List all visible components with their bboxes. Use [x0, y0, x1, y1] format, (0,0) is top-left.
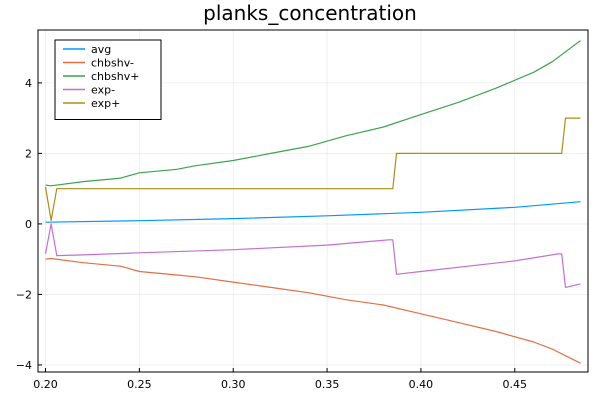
legend-label: exp- — [91, 84, 115, 97]
y-tick-label: −4 — [16, 359, 32, 372]
legend-label: chbshv- — [91, 57, 134, 70]
legend-label: avg — [91, 43, 111, 56]
plot-frame — [37, 29, 589, 373]
y-tick-label: 4 — [25, 77, 32, 90]
y-tick-label: 2 — [25, 147, 32, 160]
legend-box — [54, 39, 162, 120]
chart-title: planks_concentration — [203, 1, 417, 25]
x-tick-label: 0.45 — [503, 378, 528, 391]
series-layer — [44, 40, 581, 364]
y-axis: −4 −2 0 2 4 — [16, 77, 42, 372]
series-line-chbshv- — [45, 257, 581, 364]
legend-label: exp+ — [91, 97, 120, 110]
series-line-exp+ — [44, 117, 581, 221]
x-tick-label: 0.25 — [127, 378, 152, 391]
y-tick-label: −2 — [16, 288, 32, 301]
series-line-avg — [45, 201, 581, 223]
x-tick-label: 0.30 — [221, 378, 246, 391]
series-line-exp- — [44, 223, 581, 288]
legend-label: chbshv+ — [91, 70, 139, 83]
y-tick-label: 0 — [25, 218, 32, 231]
x-axis: 0.20 0.25 0.30 0.35 0.40 0.45 — [33, 368, 527, 391]
x-tick-label: 0.35 — [315, 378, 340, 391]
series-line-chbshv+ — [45, 40, 581, 187]
x-tick-label: 0.40 — [409, 378, 434, 391]
x-tick-label: 0.20 — [33, 378, 58, 391]
